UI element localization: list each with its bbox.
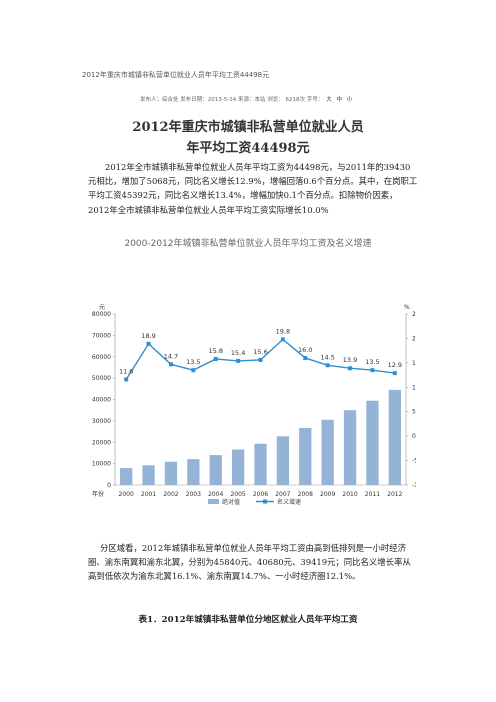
title-line-2: 年平均工资44498元 xyxy=(186,141,310,156)
article-title: 2012年重庆市城镇非私营单位就业人员 年平均工资44498元 xyxy=(0,117,496,159)
bar-2006 xyxy=(254,443,267,485)
growth-data-label: 15.8 xyxy=(208,347,222,355)
title-line-1: 2012年重庆市城镇非私营单位就业人员 xyxy=(132,120,364,135)
right-tick-label: 15 xyxy=(412,360,416,367)
bar-2000 xyxy=(120,468,133,485)
x-tick-label: 2000 xyxy=(119,491,134,498)
chart-title: 2000-2012年城镇非私营单位就业人员年平均工资及名义增速 xyxy=(124,239,372,249)
x-tick-label: 2008 xyxy=(298,491,313,498)
bar-2001 xyxy=(142,465,155,485)
growth-point-2003 xyxy=(191,368,196,373)
growth-point-2010 xyxy=(348,366,353,371)
x-tick-label: 2007 xyxy=(275,491,290,498)
growth-point-2006 xyxy=(258,357,263,362)
bar-2010 xyxy=(343,410,357,485)
growth-point-2005 xyxy=(236,358,241,363)
bar-2012 xyxy=(388,389,401,485)
growth-point-2008 xyxy=(303,355,308,360)
right-tick-label: 0 xyxy=(412,433,416,440)
left-tick-label: 40000 xyxy=(92,397,111,404)
growth-point-2007 xyxy=(280,337,285,342)
growth-data-label: 13.5 xyxy=(186,358,200,366)
bar-2007 xyxy=(276,436,290,485)
growth-data-label: 12.9 xyxy=(388,361,402,369)
left-tick-label: 80000 xyxy=(92,311,111,318)
growth-data-label: 15.4 xyxy=(231,349,245,357)
left-tick-label: 10000 xyxy=(92,461,111,468)
legend-bar-swatch xyxy=(208,499,219,504)
left-tick-label: 0 xyxy=(107,482,111,489)
right-tick-label: -10 xyxy=(412,482,416,489)
right-axis-unit: % xyxy=(404,304,410,311)
font-size-large-link[interactable]: 大 xyxy=(326,97,332,103)
meta-text: 发布人：综合处 发布日期：2013-5-24 来源：本站 浏览： 6218次 字… xyxy=(140,97,324,103)
x-tick-label: 2011 xyxy=(365,491,380,498)
legend-line-label: 名义增速 xyxy=(277,498,301,506)
growth-point-2011 xyxy=(370,368,375,373)
left-axis-unit: 元 xyxy=(99,304,105,311)
growth-point-2002 xyxy=(168,362,173,367)
growth-point-2004 xyxy=(213,356,218,361)
left-tick-label: 30000 xyxy=(92,418,111,425)
growth-data-label: 15.6 xyxy=(253,348,267,356)
growth-data-label: 11.6 xyxy=(119,367,133,375)
x-tick-label: 2009 xyxy=(320,491,335,498)
right-tick-label: 25 xyxy=(412,311,416,318)
x-tick-label: 2002 xyxy=(163,491,178,498)
font-size-medium-link[interactable]: 中 xyxy=(336,97,342,103)
x-tick-label: 2003 xyxy=(186,491,201,498)
x-tick-label: 2006 xyxy=(253,491,268,498)
bar-2008 xyxy=(299,427,312,485)
bar-2002 xyxy=(164,461,178,485)
paragraph-2: 分区域看，2012年城镇非私营单位就业人员年平均工资由高到低排列是一小时经济圈、… xyxy=(88,543,411,582)
right-tick-label: 20 xyxy=(412,335,416,342)
font-size-small-link[interactable]: 小 xyxy=(346,97,353,103)
x-tick-label: 2010 xyxy=(342,491,357,498)
bar-2004 xyxy=(209,455,222,485)
left-tick-label: 50000 xyxy=(92,375,111,382)
growth-data-label: 13.9 xyxy=(343,356,357,364)
right-tick-label: 10 xyxy=(412,384,416,391)
paragraph-1: 2012年全市城镇非私营单位就业人员年平均工资为44498元，与2011年的39… xyxy=(88,162,418,215)
x-tick-label: 2004 xyxy=(208,491,223,498)
legend-line-marker xyxy=(263,499,267,504)
x-tick-label: 2012 xyxy=(387,491,402,498)
x-axis-unit: 年份 xyxy=(92,490,104,498)
growth-data-label: 16.0 xyxy=(298,346,312,354)
page-header: 2012年重庆市城镇非私营单位就业人员年平均工资44498元 xyxy=(82,71,270,79)
legend-bar-label: 绝对值 xyxy=(222,498,240,506)
growth-point-2009 xyxy=(325,363,330,368)
table-title: 表1．2012年城镇非私营单位分地区就业人员年平均工资 xyxy=(138,615,358,625)
bar-2009 xyxy=(321,419,334,485)
growth-data-label: 13.5 xyxy=(365,358,379,366)
wage-chart: 0100002000030000400005000060000700008000… xyxy=(92,304,416,506)
growth-point-2000 xyxy=(124,377,129,382)
x-tick-label: 2001 xyxy=(141,491,156,498)
right-tick-label: -5 xyxy=(412,458,416,465)
growth-data-label: 18.9 xyxy=(141,332,155,340)
left-tick-label: 60000 xyxy=(92,354,111,361)
bar-2005 xyxy=(231,449,245,485)
growth-data-label: 14.5 xyxy=(320,353,334,361)
bar-2011 xyxy=(366,400,379,485)
bar-2003 xyxy=(187,459,200,485)
x-tick-label: 2005 xyxy=(230,491,245,498)
article-meta: 发布人：综合处 发布日期：2013-5-24 来源：本站 浏览： 6218次 字… xyxy=(140,95,352,103)
right-tick-label: 5 xyxy=(412,409,416,416)
growth-point-2012 xyxy=(392,371,397,376)
growth-data-label: 19.8 xyxy=(276,327,290,335)
growth-point-2001 xyxy=(146,341,151,346)
growth-data-label: 14.7 xyxy=(164,352,178,360)
left-tick-label: 70000 xyxy=(92,332,111,339)
left-tick-label: 20000 xyxy=(92,439,111,446)
